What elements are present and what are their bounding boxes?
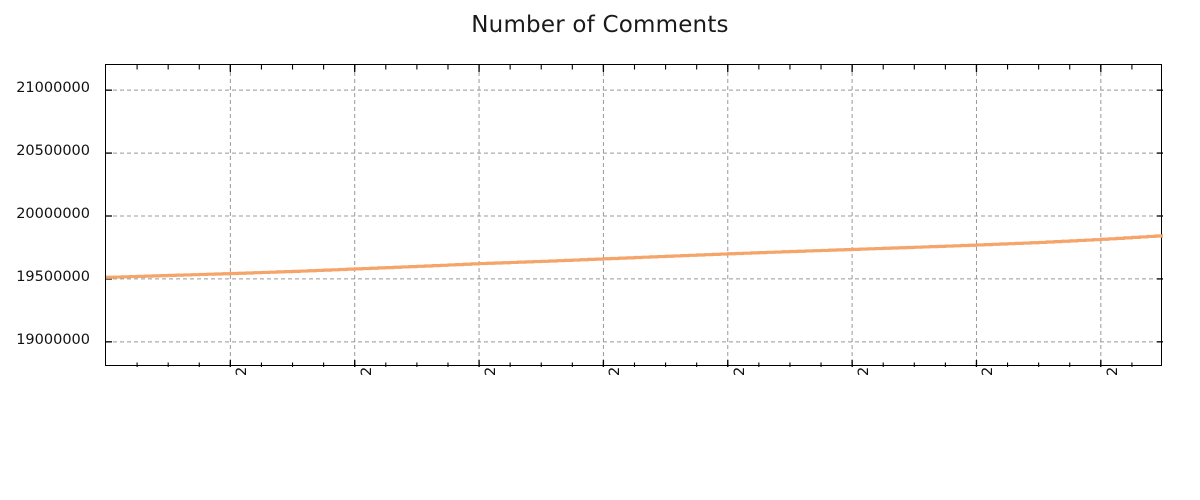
y-tick-label: 19500000 [16, 268, 90, 285]
axis-tick-marks [106, 65, 1163, 367]
horizontal-gridlines [106, 89, 1163, 343]
chart-title: Number of Comments [471, 12, 729, 38]
y-tick-label: 19000000 [16, 331, 90, 348]
y-tick-label: 20500000 [16, 143, 90, 160]
y-tick-label: 20000000 [16, 206, 90, 222]
plot-area [105, 64, 1163, 367]
y-tick-label: 21000000 [16, 80, 90, 97]
series-line-number-of-comments [106, 234, 1163, 279]
plot-canvas [106, 65, 1163, 367]
